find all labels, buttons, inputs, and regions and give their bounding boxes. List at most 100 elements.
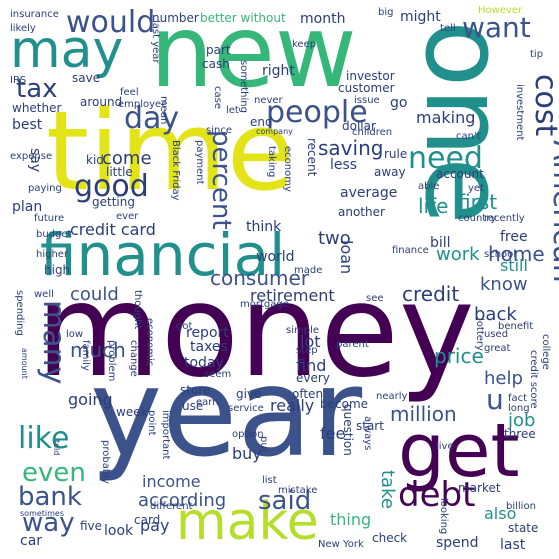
word-nearly: nearly xyxy=(376,391,408,402)
word-still: still xyxy=(500,256,528,275)
word-saving: saving xyxy=(318,136,384,160)
word-really: really xyxy=(270,396,315,415)
word-week: week xyxy=(116,405,148,419)
word-expense: expense xyxy=(10,151,53,162)
word-paying: paying xyxy=(28,183,62,194)
word-spending: spending xyxy=(14,290,25,336)
word-make: make xyxy=(176,492,319,552)
word-end: end xyxy=(250,115,273,129)
word-school: school xyxy=(484,249,517,260)
word-look: look xyxy=(104,523,134,539)
word-many: many xyxy=(36,300,71,385)
word-like: like xyxy=(18,421,70,456)
word-well: well xyxy=(34,289,54,300)
word-debt: debt xyxy=(398,475,476,515)
word-month: month xyxy=(300,11,346,27)
word-percent: percent xyxy=(206,130,236,230)
word-million: million xyxy=(390,402,457,426)
word-five: five xyxy=(80,519,103,533)
word-kid: kid xyxy=(86,153,104,167)
word-work: work xyxy=(436,244,480,265)
word-taking: taking xyxy=(266,146,277,178)
word-financial: financial xyxy=(40,221,286,289)
word-store: store xyxy=(180,383,211,397)
word-earn: earn xyxy=(196,397,219,408)
word-tax: tax xyxy=(16,74,58,104)
word-need: need xyxy=(408,141,483,176)
word-report: report xyxy=(186,325,229,341)
word-find: find xyxy=(296,356,327,375)
word-new-york: New York xyxy=(318,539,364,550)
word-market: market xyxy=(458,481,501,495)
word-yet: yet xyxy=(468,183,484,194)
word-american: American xyxy=(546,140,559,283)
word-money: money xyxy=(36,257,475,406)
word-cash: cash xyxy=(202,57,230,71)
word-much: much xyxy=(70,338,126,362)
word-mortgage: mortgage xyxy=(240,299,289,310)
word-would: would xyxy=(66,5,156,40)
word-going: going xyxy=(68,390,113,409)
word-even: even xyxy=(22,458,86,488)
word-way: way xyxy=(22,508,75,538)
word-last: last xyxy=(500,537,526,553)
word-right: right xyxy=(262,63,295,79)
word-three: three xyxy=(504,427,536,441)
word-car: car xyxy=(20,533,43,549)
word-looking: looking xyxy=(438,498,449,535)
word-two: two xyxy=(318,228,351,249)
word-best: best xyxy=(12,117,43,133)
word-also: also xyxy=(484,504,517,523)
word-employee: employee xyxy=(118,99,168,110)
word-often: often xyxy=(292,387,324,401)
word-never: never xyxy=(254,95,283,106)
word-see: see xyxy=(366,293,384,304)
word-come: come xyxy=(102,148,152,169)
word-bank: bank xyxy=(18,482,82,512)
word-lottery: lottery xyxy=(474,318,485,351)
word-company: company xyxy=(256,127,293,136)
word-may: may xyxy=(10,20,124,80)
word-save: save xyxy=(72,71,101,85)
word-benefit: benefit xyxy=(498,321,534,332)
word-credit-score: credit score xyxy=(528,350,539,409)
word-got: got xyxy=(176,321,193,332)
word-take: take xyxy=(377,470,398,509)
word-recent: recent xyxy=(305,138,319,177)
word-spend: spend xyxy=(436,535,479,551)
word-dollar: dollar xyxy=(342,119,376,133)
word-made: made xyxy=(294,265,323,276)
word-something: something xyxy=(238,60,249,113)
word-income: income xyxy=(142,472,201,491)
word-getting: getting xyxy=(92,195,135,209)
word-list: list xyxy=(262,475,277,486)
word-around: around xyxy=(80,95,123,109)
word-however: However xyxy=(478,5,523,16)
word-price: price xyxy=(434,344,484,368)
word-point: point xyxy=(146,410,157,436)
word-service: service xyxy=(228,403,264,414)
word-children: children xyxy=(352,127,393,138)
word-college: college xyxy=(540,334,551,370)
word-thing: thing xyxy=(330,510,372,529)
word-check: check xyxy=(372,531,408,545)
word-thought: thought xyxy=(132,290,143,330)
word-back: back xyxy=(474,304,517,325)
word-higher: higher xyxy=(36,249,69,260)
word-probably: probably xyxy=(100,440,111,484)
word-lot: lot xyxy=(300,332,321,351)
word-better-without: better without xyxy=(200,11,286,25)
word-high: high xyxy=(44,263,71,277)
word-tell: tell xyxy=(440,23,456,34)
word-get: get xyxy=(398,408,520,494)
word-rule: rule xyxy=(384,147,408,161)
word-ever: ever xyxy=(116,211,139,222)
word-issue: issue xyxy=(354,95,380,106)
word-people: people xyxy=(266,95,368,130)
word-another: another xyxy=(338,205,385,219)
word-might: might xyxy=(400,9,441,25)
word-economic: economic xyxy=(144,318,155,367)
word-time: time xyxy=(46,87,295,215)
word-free: free xyxy=(500,229,528,245)
